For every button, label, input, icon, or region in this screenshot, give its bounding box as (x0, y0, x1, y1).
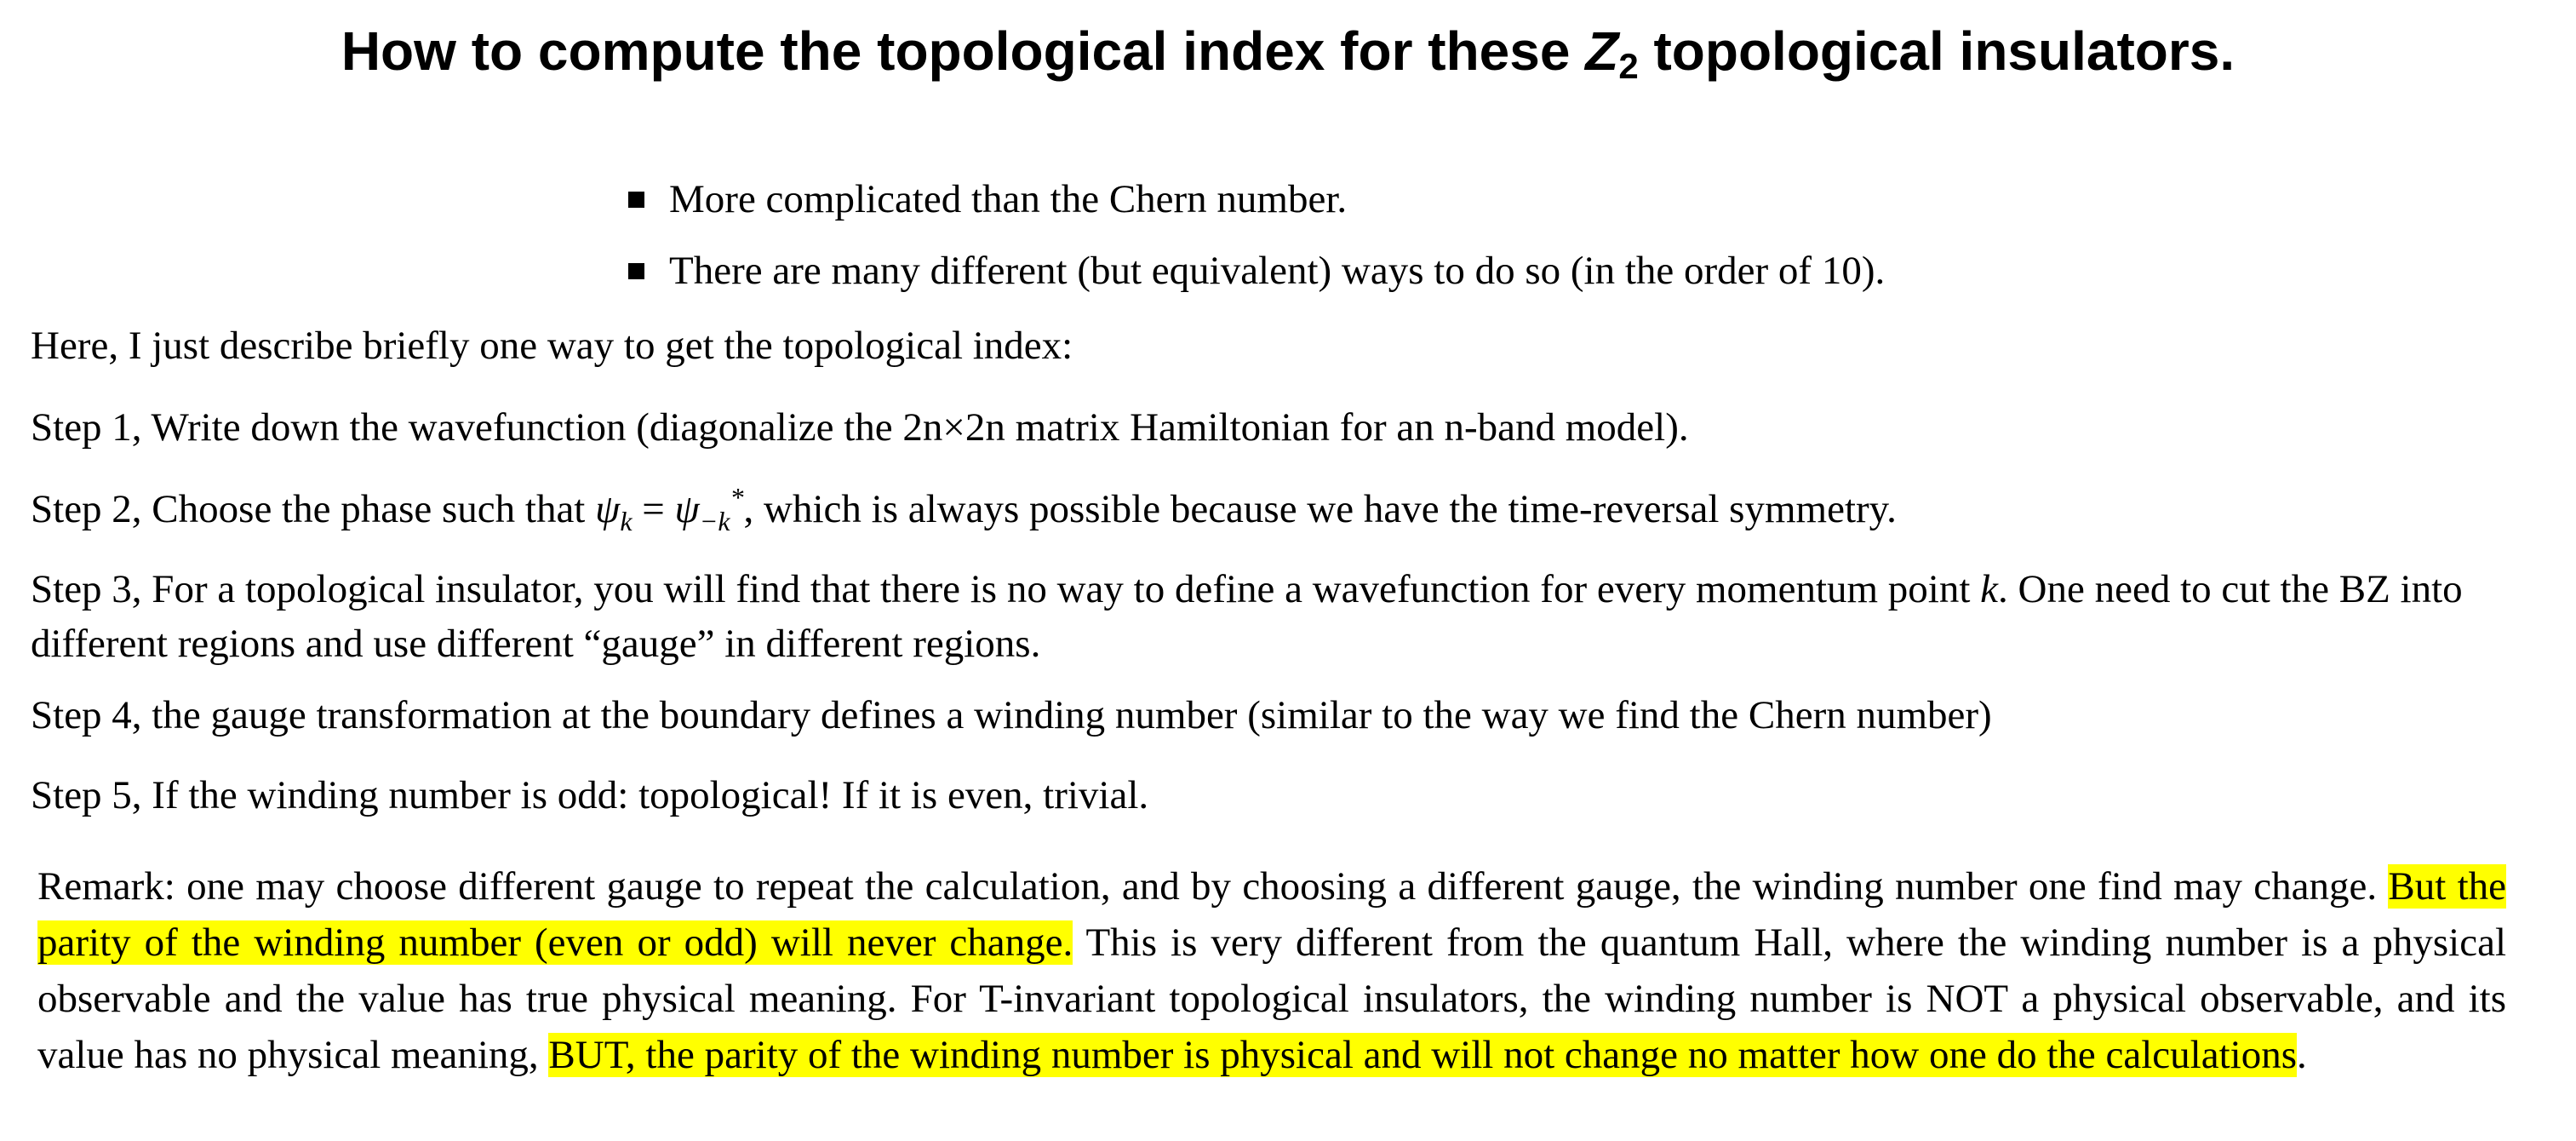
step-2-text-before: Step 2, Choose the phase such that (31, 487, 596, 531)
step-3-text-after: . One need to cut the BZ into different … (31, 567, 2463, 666)
subscript-minus-k: −k (699, 506, 730, 536)
highlighted-parity-physical-statement: BUT, the parity of the winding number is… (548, 1033, 2297, 1077)
bullet-item: There are many different (but equivalent… (628, 235, 1885, 307)
remark-text-2: This is very different from the quantum … (37, 920, 2507, 1077)
bullet-list: More complicated than the Chern number. … (628, 163, 1885, 307)
step-4: Step 4, the gauge transformation at the … (31, 693, 1992, 737)
bullet-text: There are many different (but equivalent… (669, 249, 1886, 293)
remark-text-1: Remark: one may choose different gauge t… (37, 864, 2389, 909)
square-bullet-icon (628, 192, 644, 208)
page-title: How to compute the topological index for… (0, 9, 2576, 94)
equals-sign: = (632, 487, 675, 531)
remark-paragraph: Remark: one may choose different gauge t… (37, 858, 2506, 1083)
psi-symbol: ψ (674, 487, 700, 531)
psi-minus-k-conjugate-expression: ψ−k* (674, 484, 744, 535)
step-2: Step 2, Choose the phase such that ψk = … (31, 482, 1897, 536)
remark-end: . (2297, 1033, 2307, 1077)
bullet-item: More complicated than the Chern number. (628, 163, 1885, 235)
momentum-k: k (1980, 567, 1999, 611)
step-1: Step 1, Write down the wavefunction (dia… (31, 405, 1689, 450)
step-3: Step 3, For a topological insulator, you… (31, 562, 2516, 671)
title-z-symbol: Z (1585, 20, 1619, 82)
title-z-subscript: 2 (1618, 46, 1639, 86)
bullet-text: More complicated than the Chern number. (669, 177, 1348, 221)
subscript-k: k (620, 506, 633, 536)
step-3-text-before: Step 3, For a topological insulator, you… (31, 567, 1981, 611)
step-2-text-after: , which is always possible because we ha… (743, 487, 1897, 531)
title-suffix: topological insulators. (1638, 20, 2235, 82)
intro-paragraph: Here, I just describe briefly one way to… (31, 324, 1073, 368)
step-5: Step 5, If the winding number is odd: to… (31, 773, 1149, 817)
square-bullet-icon (628, 263, 644, 279)
psi-symbol: ψ (595, 487, 621, 531)
psi-k-expression: ψk (595, 487, 632, 535)
conjugate-star: * (730, 482, 744, 513)
title-prefix: How to compute the topological index for… (341, 20, 1586, 82)
